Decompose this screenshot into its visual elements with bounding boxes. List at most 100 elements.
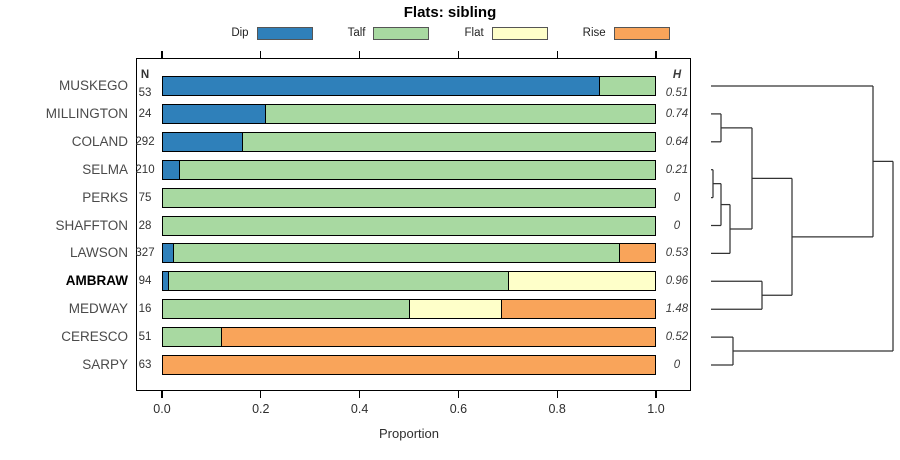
x-tick-top	[358, 51, 361, 58]
x-tick-bottom	[556, 391, 558, 398]
bar-segment-rise	[163, 356, 655, 374]
h-value: 0.96	[665, 275, 689, 288]
x-tick-bottom	[161, 391, 163, 398]
legend-item-talf: Talf	[347, 26, 430, 40]
legend-label-dip: Dip	[231, 27, 249, 39]
bar-segment-talf	[163, 300, 409, 319]
x-tick-bottom	[358, 391, 361, 398]
legend-swatch-talf	[373, 26, 430, 40]
h-value: 0	[673, 359, 681, 371]
x-tick-label: 0.4	[350, 402, 369, 416]
h-value: 0.21	[665, 163, 689, 176]
stacked-bar-millington	[162, 103, 656, 124]
bar-segment-rise	[501, 300, 655, 319]
row-label-coland: COLAND	[71, 133, 128, 149]
bar-segment-flat	[409, 300, 502, 319]
row-label-muskego: MUSKEGO	[58, 78, 128, 93]
bar-segment-rise	[619, 244, 655, 263]
stacked-bar-perks	[162, 187, 656, 208]
stacked-bar-muskego	[162, 76, 656, 96]
x-tick-bottom	[457, 391, 460, 398]
x-tick-label: 0.8	[548, 402, 566, 416]
n-value: 94	[138, 275, 152, 288]
h-value: 0.64	[665, 135, 689, 148]
n-value: 63	[138, 359, 152, 371]
bar-segment-dip	[163, 104, 266, 123]
x-tick-top	[161, 51, 163, 58]
legend-item-rise: Rise	[582, 26, 670, 40]
bar-segment-dip	[163, 77, 600, 95]
legend-swatch-dip	[256, 26, 313, 40]
bar-segment-talf	[179, 160, 655, 179]
legend-label-rise: Rise	[582, 27, 606, 39]
x-tick-label: 0.0	[153, 402, 171, 416]
stacked-bar-sarpy	[162, 355, 656, 375]
h-value: 0.52	[665, 331, 689, 344]
row-label-medway: MEDWAY	[68, 301, 128, 317]
h-value: 0.53	[665, 247, 689, 260]
x-tick-top	[655, 51, 657, 58]
x-tick-top	[260, 51, 262, 58]
legend-item-flat: Flat	[464, 26, 548, 40]
row-label-perks: PERKS	[82, 189, 128, 205]
n-value: 210	[135, 163, 155, 176]
h-value: 1.48	[665, 303, 689, 316]
n-value: 16	[138, 303, 152, 316]
stacked-bar-shaffton	[162, 215, 656, 236]
bar-segment-talf	[173, 244, 620, 263]
bar-segment-talf	[242, 132, 655, 151]
legend: Dip Talf Flat Rise	[0, 24, 900, 42]
h-value: 0.51	[665, 87, 689, 99]
bar-segment-flat	[508, 272, 655, 291]
bar-segment-talf	[168, 272, 509, 291]
legend-item-dip: Dip	[231, 26, 313, 40]
stacked-bar-selma	[162, 159, 656, 180]
stacked-bar-ceresco	[162, 327, 656, 348]
legend-label-talf: Talf	[347, 27, 366, 39]
bar-segment-talf	[265, 104, 655, 123]
stacked-bar-lawson	[162, 243, 656, 264]
bar-segment-talf	[163, 216, 655, 235]
x-tick-label: 0.6	[449, 402, 468, 416]
bar-segment-talf	[599, 77, 655, 95]
n-value: 75	[138, 191, 152, 204]
bar-segment-dip	[163, 160, 180, 179]
n-column-header: N	[140, 69, 150, 81]
chart-title: Flats: sibling	[403, 4, 497, 21]
row-label-shaffton: SHAFFTON	[55, 217, 128, 233]
bar-segment-dip	[163, 272, 169, 291]
bar-segment-rise	[221, 328, 655, 347]
bar-segment-dip	[163, 244, 174, 263]
stacked-bar-medway	[162, 299, 656, 320]
n-value: 24	[138, 107, 152, 120]
row-label-ceresco: CERESCO	[61, 329, 128, 345]
row-label-selma: SELMA	[82, 161, 128, 177]
bar-segment-dip	[163, 132, 243, 151]
x-tick-label: 1.0	[647, 402, 665, 416]
row-label-lawson: LAWSON	[69, 245, 128, 261]
legend-label-flat: Flat	[464, 27, 484, 39]
x-tick-bottom	[260, 391, 262, 398]
x-axis-title: Proportion	[379, 426, 439, 441]
h-column-header: H	[672, 69, 682, 81]
x-tick-top	[556, 51, 558, 58]
x-tick-label: 0.2	[252, 402, 270, 416]
stacked-bar-ambraw	[162, 271, 656, 292]
h-value: 0.74	[665, 107, 689, 120]
n-value: 327	[135, 247, 155, 260]
n-value: 28	[138, 219, 152, 232]
x-tick-top	[457, 51, 460, 58]
legend-swatch-flat	[491, 26, 548, 40]
plot-frame	[136, 58, 691, 391]
row-label-sarpy: SARPY	[82, 357, 128, 372]
legend-swatch-rise	[613, 26, 670, 40]
h-value: 0	[673, 191, 681, 204]
n-value: 292	[135, 135, 155, 148]
row-label-ambraw: AMBRAW	[65, 273, 128, 289]
stacked-bar-coland	[162, 131, 656, 152]
x-tick-bottom	[655, 391, 657, 398]
row-label-millington: MILLINGTON	[45, 105, 128, 121]
n-value: 53	[138, 87, 152, 99]
